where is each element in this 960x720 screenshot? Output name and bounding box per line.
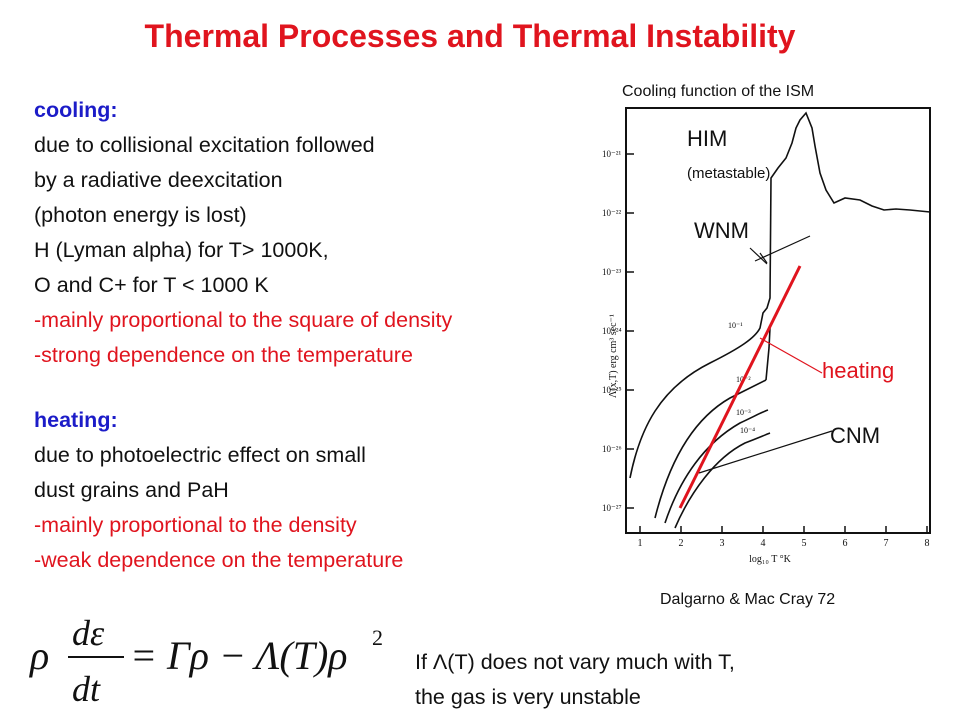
cooling-curve-main	[629, 111, 931, 479]
x-tick-label: 6	[843, 538, 848, 549]
heating-heading: heating:	[34, 408, 118, 432]
cooling-property: -strong dependence on the temperature	[34, 343, 413, 367]
cnm-pointer	[698, 430, 833, 474]
y-ticks	[626, 153, 634, 509]
cooling-curve-vertical	[765, 327, 771, 381]
label-wnm: WNM	[694, 218, 749, 243]
label-cnm: CNM	[830, 423, 880, 448]
plot-frame	[625, 107, 931, 534]
x-tick-label: 7	[884, 538, 889, 549]
him-pointer-arrow	[759, 252, 768, 264]
x-tick-label: 4	[761, 538, 766, 549]
cooling-heading: cooling:	[34, 98, 118, 122]
y-tick-label: 10⁻²⁶	[602, 444, 622, 454]
heating-line	[678, 265, 802, 509]
cooling-curve-1e-4	[674, 432, 771, 529]
figure-caption-top: Cooling function of the ISM	[622, 83, 815, 100]
cooling-line: by a radiative deexcitation	[34, 168, 283, 192]
curve-label: 10⁻¹	[728, 321, 743, 330]
cooling-line: O and C+ for T < 1000 K	[34, 273, 269, 297]
energy-equation: ρ dε dt = Γρ − Λ(T)ρ 2	[28, 613, 383, 709]
condition-line-1: If Λ(T) does not vary much with T,	[415, 650, 735, 674]
x-tick-label: 8	[925, 538, 930, 549]
heating-property: -mainly proportional to the density	[34, 513, 357, 537]
x-tick-label: 5	[802, 538, 807, 549]
cooling-function-figure: 10⁻²¹ 10⁻²² 10⁻²³ 10⁻²⁴ 10⁻²⁵ 10⁻²⁶ 10⁻²…	[600, 98, 940, 570]
x-axis-label: log₁₀ T °K	[749, 554, 791, 565]
condition-line-2: the gas is very unstable	[415, 685, 641, 709]
equation-denominator: dt	[72, 669, 101, 709]
cooling-line: H (Lyman alpha) for T> 1000K,	[34, 238, 329, 262]
y-tick-label: 10⁻²²	[602, 208, 621, 218]
equation-rhs: = Γρ − Λ(T)ρ	[130, 633, 347, 678]
label-heating: heating	[822, 358, 894, 383]
cooling-curve-1e-2	[654, 379, 767, 519]
heating-line: dust grains and PaH	[34, 478, 229, 502]
equation-numerator: dε	[72, 613, 105, 653]
x-tick-label: 3	[720, 538, 725, 549]
y-axis-label: Λ(x,T) erg cm³ sec⁻¹	[608, 314, 619, 398]
heating-property: -weak dependence on the temperature	[34, 548, 404, 572]
equation-power: 2	[372, 625, 383, 650]
cooling-line: (photon energy is lost)	[34, 203, 247, 227]
him-pointer	[754, 235, 811, 262]
cooling-line: due to collisional excitation followed	[34, 133, 375, 157]
label-him: HIM	[687, 126, 727, 151]
curve-label: 10⁻⁴	[740, 426, 755, 435]
x-tick-label: 2	[679, 538, 684, 549]
slide-title: Thermal Processes and Thermal Instabilit…	[144, 18, 796, 54]
figure-citation: Dalgarno & Mac Cray 72	[660, 591, 836, 608]
cooling-curve-1e-3	[664, 409, 769, 524]
heating-line: due to photoelectric effect on small	[34, 443, 366, 467]
x-tick-label: 1	[638, 538, 643, 549]
cooling-property: -mainly proportional to the square of de…	[34, 308, 453, 332]
wnm-pointer	[749, 247, 768, 265]
curve-label: 10⁻³	[736, 408, 751, 417]
y-tick-label: 10⁻²⁴	[602, 326, 622, 336]
y-tick-label: 10⁻²³	[602, 267, 621, 277]
cooling-curves	[629, 111, 931, 529]
equation-rho: ρ	[28, 633, 49, 678]
heating-pointer	[759, 337, 823, 374]
x-ticks	[639, 526, 928, 533]
y-tick-label: 10⁻²⁵	[602, 385, 622, 395]
y-tick-label: 10⁻²⁷	[602, 503, 622, 513]
y-tick-label: 10⁻²¹	[602, 149, 621, 159]
label-metastable: (metastable)	[687, 165, 770, 182]
